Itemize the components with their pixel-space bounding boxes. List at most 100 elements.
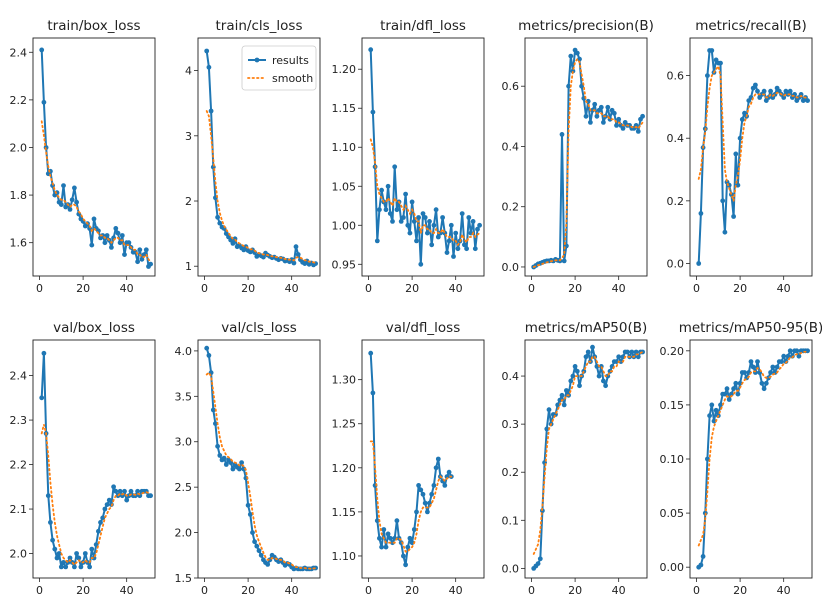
plot-metrics-recall-b-xtick-label: 40 [777, 282, 791, 295]
plot-metrics-map50-b-results-point [537, 556, 543, 562]
plot-val-cls-loss-results-point [239, 460, 245, 465]
plot-train-cls-loss-results-point [293, 244, 299, 250]
plot-metrics-map50-b-results-point [559, 392, 565, 398]
plot-val-dfl-loss-results-point [387, 535, 393, 541]
plot-train-dfl-loss-results-point [387, 211, 393, 217]
plot-val-box-loss-results-point [58, 564, 64, 570]
plot-train-cls-loss-smooth-line [205, 110, 317, 264]
plot-train-box-loss-results-point [61, 183, 66, 189]
plot-metrics-map50-95-b-results-point [748, 359, 754, 364]
plot-metrics-map50-95-b-results-point [709, 402, 715, 408]
legend-results-label: results [272, 54, 309, 67]
plot-train-box-loss-ytick-label: 2.0 [10, 141, 28, 154]
plot-val-box-loss-results-point [56, 551, 62, 556]
plot-val-box-loss-ytick-label: 2.0 [10, 548, 28, 561]
plot-train-box-loss-results-point [122, 252, 127, 257]
plot-val-box-loss-ytick-label: 2.4 [10, 370, 28, 383]
plot-metrics-precision-b-results-point [594, 113, 600, 119]
plot-metrics-map50-95-b-results-point [711, 418, 717, 424]
plot-val-box-loss-results-point [117, 488, 123, 494]
plot-metrics-map50-95-b-ytick-label: 0.00 [660, 561, 685, 574]
plot-metrics-map50-b-results-point [603, 383, 608, 389]
plot-train-dfl-loss-xtick-label: 40 [449, 282, 463, 295]
plot-val-box-loss-results-point [54, 555, 60, 561]
plot-metrics-map50-b-results-point [616, 354, 622, 360]
plot-train-box-loss: train/box_loss 0 20 40 1.6 1.8 2.0 2.2 2.4 [10, 18, 156, 295]
plot-train-dfl-loss-ytick-label: 1.20 [332, 63, 357, 76]
plot-train-box-loss-ytick-label: 1.8 [10, 189, 28, 202]
plot-metrics-map50-95-b-results-point [724, 386, 730, 392]
plot-val-cls-loss-xtick-label: 40 [285, 584, 299, 597]
plot-metrics-recall-b-results-point [761, 88, 767, 94]
plot-metrics-map50-95-b-ytick-label: 0.05 [660, 507, 685, 520]
plot-metrics-recall-b-ytick-label: 0.0 [667, 257, 685, 270]
plot-val-cls-loss-results-point [223, 462, 229, 467]
plot-train-cls-loss-results-point [291, 260, 297, 266]
plot-val-box-loss-results-point [87, 564, 92, 570]
plot-val-box-loss-title: val/box_loss [53, 320, 135, 336]
plot-metrics-precision-b: metrics/precision(B) 0 20 40 0.0 0.2 0.4 0.6 [502, 18, 654, 295]
plot-val-dfl-loss-results-point [383, 544, 389, 550]
plot-metrics-precision-b-results-point [590, 107, 595, 113]
plot-metrics-recall-b-results-point [733, 151, 739, 157]
plot-train-dfl-loss-results-point [377, 207, 382, 213]
plot-train-dfl-loss-results-point [444, 250, 450, 256]
plot-val-cls-loss-title: val/cls_loss [221, 320, 297, 336]
plot-val-dfl-loss-results-point [407, 535, 413, 541]
plot-metrics-map50-95-b-results-line [697, 349, 808, 568]
plot-val-dfl-loss-results-point [377, 535, 382, 541]
plot-train-box-loss-results-point [141, 252, 147, 257]
plot-metrics-precision-b-results-point [601, 120, 606, 125]
plot-val-cls-loss-results-point [254, 543, 260, 549]
plot-metrics-map50-95-b-results-point [722, 391, 728, 397]
plot-metrics-map50-b-results-line [532, 346, 643, 570]
plot-metrics-map50-95-b-xtick-label: 40 [777, 584, 791, 597]
plot-train-cls-loss-ytick-label: 2 [185, 195, 192, 208]
plot-train-box-loss-results-line [40, 49, 152, 268]
plot-metrics-precision-b-xtick-label: 0 [528, 282, 535, 295]
plot-val-dfl-loss-results-point [401, 553, 406, 559]
plot-val-box-loss: val/box_loss 0 20 40 2.0 2.1 2.2 2.3 2.4 [10, 320, 156, 597]
plot-train-dfl-loss-xtick-label: 20 [405, 282, 419, 295]
plot-val-dfl-loss-ytick-label: 1.30 [332, 374, 357, 387]
plot-metrics-map50-b-ytick-label: 0.2 [502, 466, 520, 479]
plot-val-cls-loss-results-point [230, 466, 236, 472]
plot-val-dfl-loss-frame [361, 339, 485, 579]
plot-val-cls-loss-xtick-label: 20 [241, 584, 255, 597]
plot-train-dfl-loss-results-point [368, 47, 374, 53]
plot-metrics-map50-95-b-ytick-label: 0.15 [660, 399, 685, 412]
plot-val-box-loss-xtick-label: 0 [36, 584, 43, 597]
plot-train-dfl-loss-results-point [411, 219, 417, 224]
plot-train-dfl-loss-smooth-line [369, 138, 481, 247]
plot-val-dfl-loss-ytick-label: 1.10 [332, 550, 357, 563]
plot-metrics-precision-b-results-point [620, 125, 626, 131]
plot-val-dfl-loss-xtick-label: 0 [365, 584, 372, 597]
plot-metrics-map50-95-b-results-point [733, 380, 739, 386]
plot-val-box-loss-results-point [104, 502, 110, 507]
plot-metrics-map50-95-b-results-point [698, 562, 704, 568]
plot-train-dfl-loss-results-point [431, 222, 437, 228]
plot-val-dfl-loss-results-point [390, 540, 395, 546]
plot-train-box-loss-title: train/box_loss [47, 18, 140, 34]
plot-train-box-loss-results-point [67, 207, 73, 212]
plot-val-dfl-loss-ytick-label: 1.25 [332, 418, 357, 431]
plot-val-cls-loss-ytick-label: 2.5 [175, 481, 193, 494]
plot-metrics-recall-b-results-point [755, 88, 760, 94]
plot-val-box-loss-results-point [100, 515, 106, 521]
plot-val-box-loss-results-point [63, 564, 69, 570]
plot-train-dfl-loss-xtick-label: 0 [365, 282, 372, 295]
plot-metrics-map50-95-b-results-point [770, 364, 776, 370]
plot-val-dfl-loss-results-point [422, 500, 428, 506]
plot-val-cls-loss-results-point [256, 548, 262, 554]
plot-metrics-precision-b-results-line [533, 49, 644, 268]
plot-metrics-map50-b-results-point [601, 378, 606, 384]
plot-metrics-map50-95-b-results-point [761, 386, 767, 392]
plot-train-cls-loss-results-point [230, 241, 236, 246]
plot-val-cls-loss-smooth-line [205, 371, 317, 570]
plot-metrics-map50-95-b-title: metrics/mAP50-95(B) [679, 320, 822, 336]
plot-val-cls-loss-results-point [237, 466, 242, 472]
plot-metrics-map50-b-results-point [570, 373, 576, 379]
plot-train-cls-loss-xtick-label: 20 [241, 282, 255, 295]
plot-metrics-precision-b-results-point [574, 50, 580, 56]
